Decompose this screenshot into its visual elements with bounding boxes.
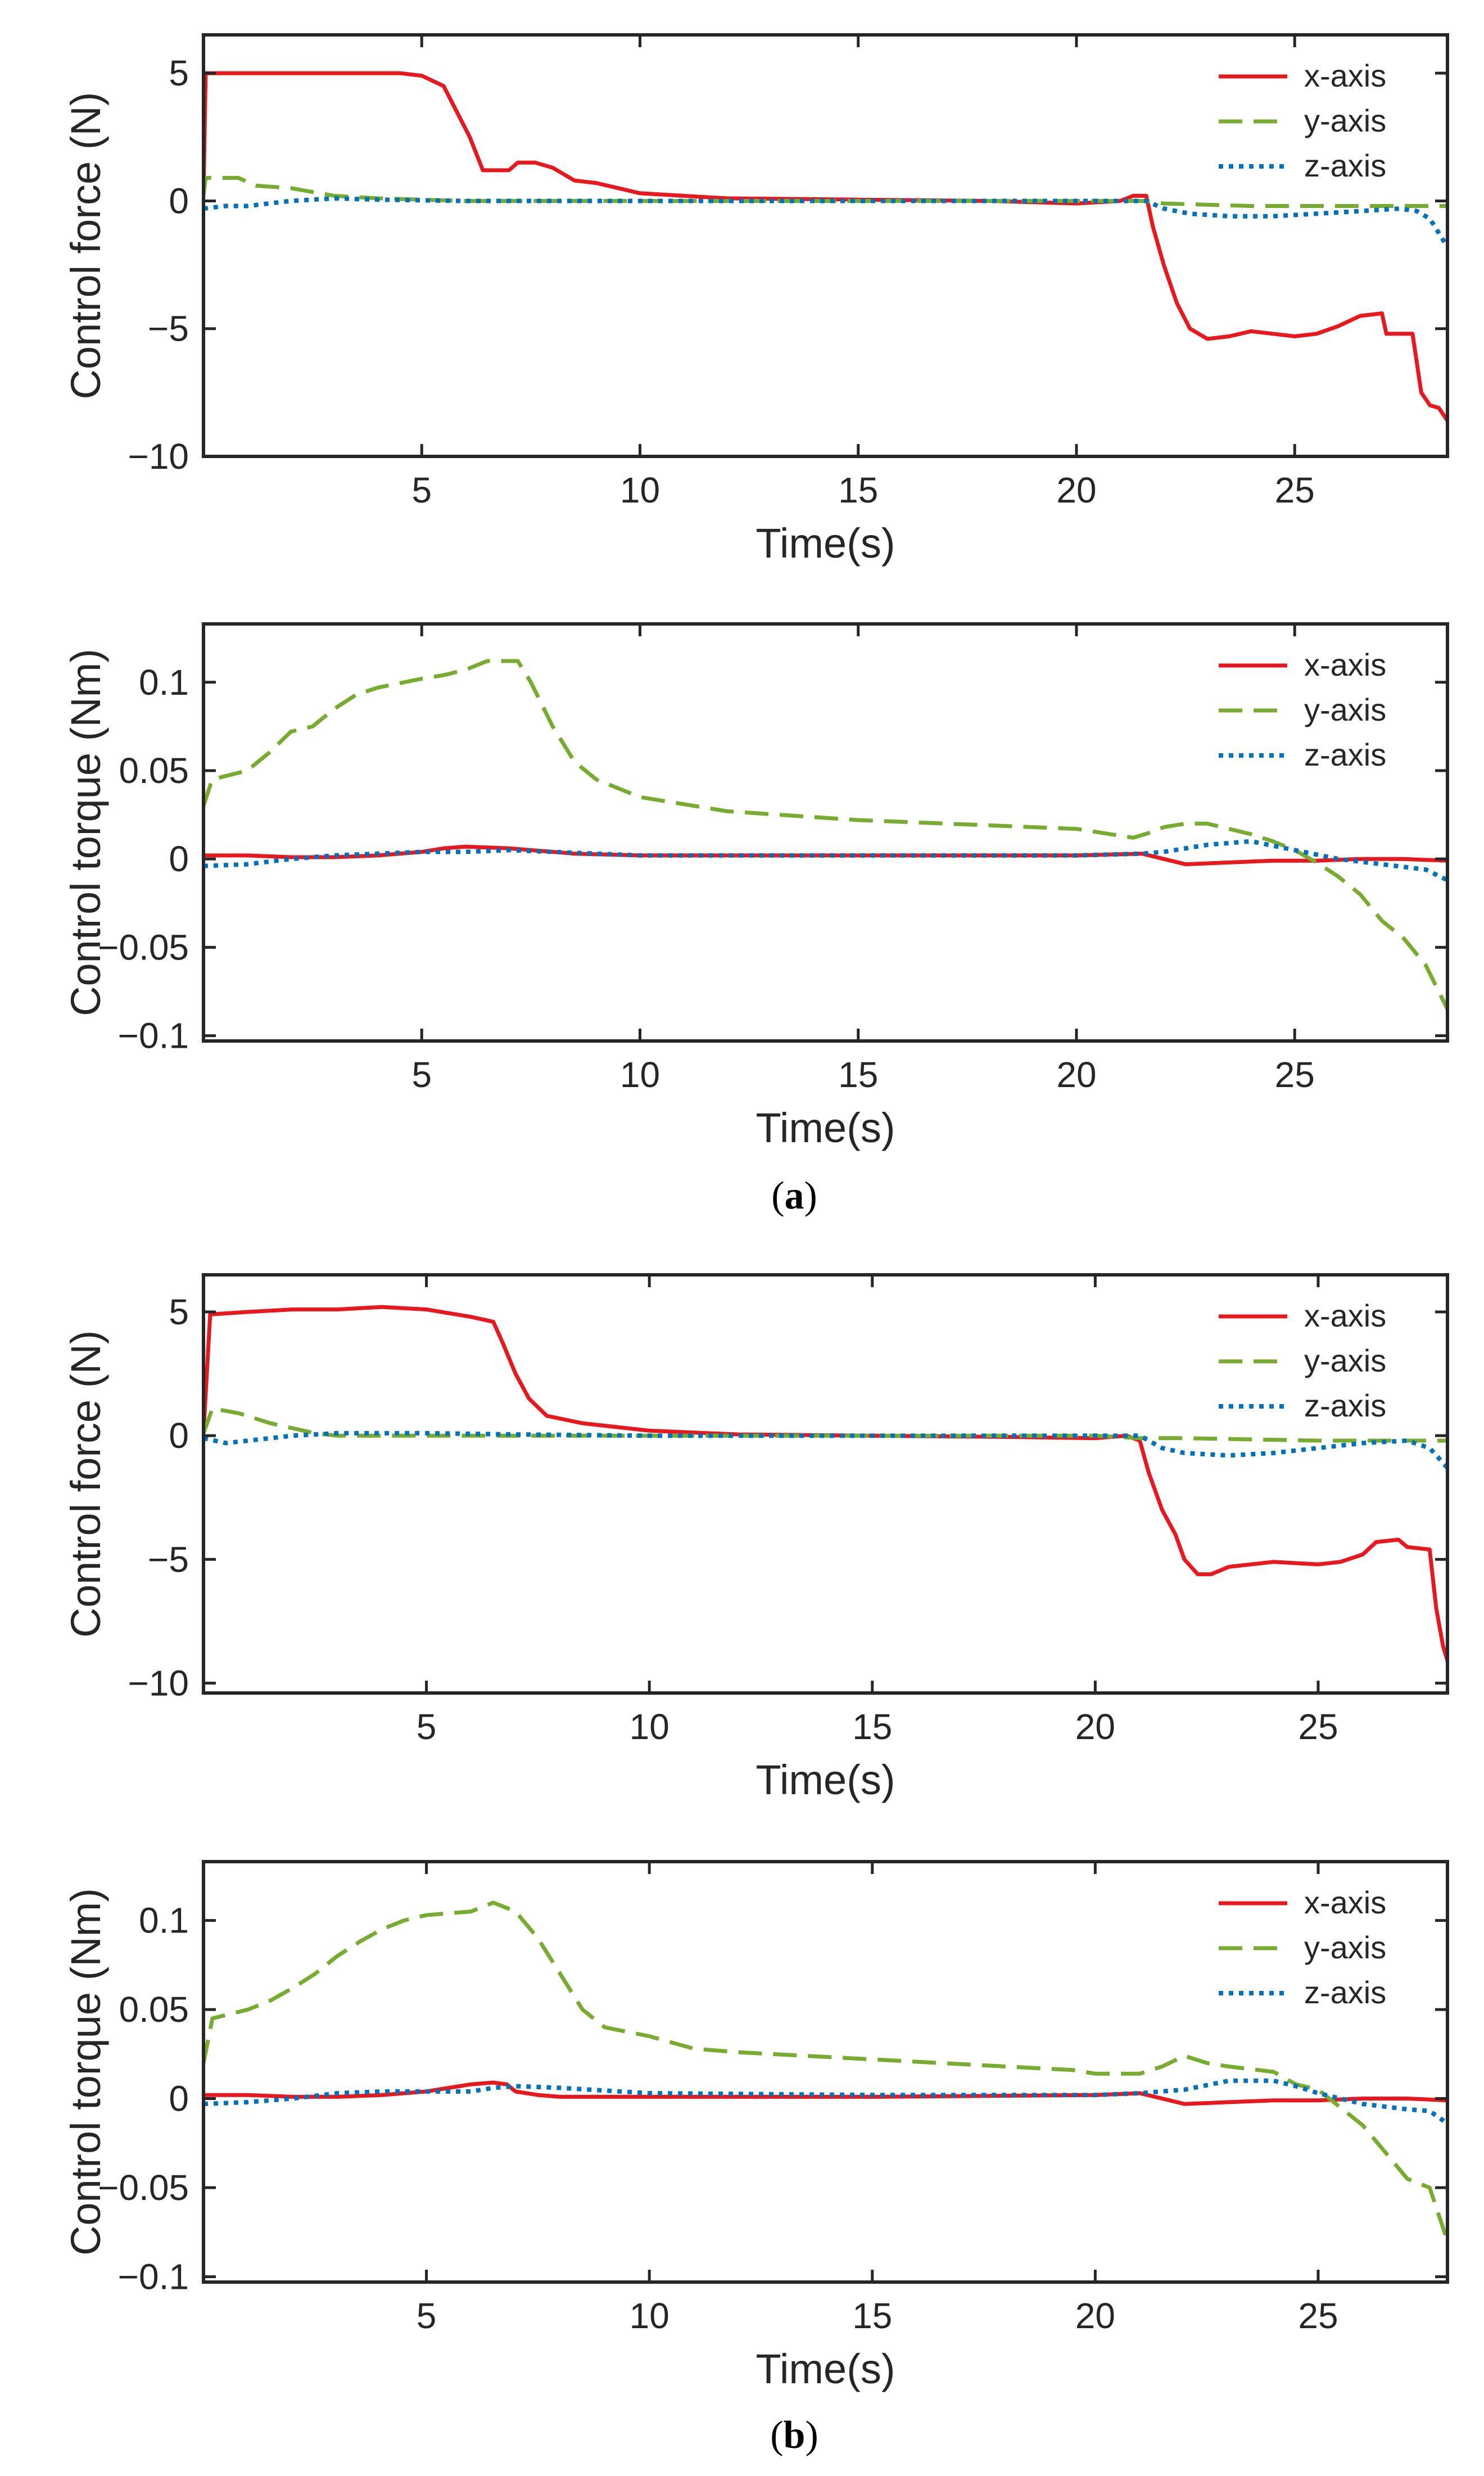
legend: x-axis y-axis z-axis <box>1219 1885 1386 2010</box>
x-tick-label: 15 <box>852 2296 892 2336</box>
y-axis-label: Control force (N) <box>62 92 109 400</box>
x-tick-label: 10 <box>630 1707 669 1747</box>
legend: x-axis y-axis z-axis <box>1219 58 1386 183</box>
y-tick-label: 0.1 <box>139 662 189 703</box>
plot-area <box>203 71 1447 422</box>
chart-force-b: 5 10 15 20 25 5 0 −5 −10 Time(s) Control force (N)… <box>62 1273 1449 1803</box>
x-tick-label: 10 <box>620 1054 660 1095</box>
x-tick-label: 5 <box>411 1054 432 1095</box>
y-axis-label: Control force (N) <box>62 1330 109 1638</box>
y-tick-label: 0 <box>169 839 189 879</box>
chart-torque-b: 5 10 15 20 25 0.1 0.05 0 −0.05 −0.1 Time(s) Control… <box>62 1860 1449 2392</box>
caption-a: (a) <box>771 1174 817 1217</box>
axes-frame <box>202 33 1449 458</box>
series-line-y-axis <box>203 1406 1447 1443</box>
legend: x-axis y-axis z-axis <box>1219 1298 1386 1423</box>
x-tick-label: 25 <box>1275 1054 1315 1095</box>
x-tick-label: 15 <box>838 470 878 510</box>
legend-label-x-axis: x-axis <box>1304 647 1386 682</box>
series-line-z-axis <box>203 2078 1447 2126</box>
y-tick-label: 0.05 <box>119 750 189 791</box>
chart-torque-a: 5 10 15 20 25 0.1 0.05 0 −0.05 −0.1 Time(s) Control… <box>62 622 1449 1151</box>
axes-frame <box>202 1860 1449 2284</box>
x-tick-label: 5 <box>417 1707 437 1747</box>
x-tick-label: 20 <box>1075 1707 1115 1747</box>
y-tick-label: −10 <box>128 436 189 477</box>
x-tick-label: 5 <box>411 470 432 510</box>
y-tick-label: −0.05 <box>98 2167 189 2208</box>
x-tick-label: 25 <box>1298 1707 1338 1747</box>
series-line-y-axis <box>203 659 1447 1010</box>
plot-area <box>203 659 1447 1010</box>
chart-force-a: 5 10 15 20 25 5 0 −5 −10 Time(s) Control force (N)… <box>62 33 1449 567</box>
plot-area <box>203 1305 1447 1662</box>
y-tick-label: −0.05 <box>98 927 189 967</box>
legend-label-x-axis: x-axis <box>1304 1298 1386 1333</box>
y-tick-label: −0.1 <box>118 1016 189 1056</box>
legend-label-z-axis: z-axis <box>1304 737 1386 772</box>
y-tick-label: 0 <box>169 2079 189 2119</box>
legend-label-x-axis: x-axis <box>1304 58 1386 93</box>
y-tick-label: 0 <box>169 1415 189 1456</box>
x-tick-label: 20 <box>1075 2296 1115 2336</box>
x-tick-label: 25 <box>1298 2296 1338 2336</box>
caption-b: (b) <box>770 2414 818 2457</box>
legend-label-y-axis: y-axis <box>1304 1343 1386 1378</box>
legend: x-axis y-axis z-axis <box>1219 647 1386 772</box>
y-axis-label: Control torque (Nm) <box>62 1888 109 2256</box>
y-tick-label: −5 <box>148 309 189 349</box>
series-line-y-axis <box>203 1900 1447 2242</box>
x-tick-label: 5 <box>417 2296 437 2336</box>
x-tick-label: 15 <box>852 1707 892 1747</box>
plot-area <box>203 1900 1447 2242</box>
y-tick-label: 0 <box>169 180 189 221</box>
series-line-z-axis <box>203 839 1447 882</box>
y-tick-label: 5 <box>169 1292 189 1332</box>
y-tick-label: −5 <box>148 1539 189 1579</box>
y-tick-label: 5 <box>169 53 189 93</box>
legend-label-y-axis: y-axis <box>1304 1930 1386 1965</box>
x-tick-label: 10 <box>620 470 660 510</box>
x-axis-label: Time(s) <box>756 2346 895 2392</box>
legend-label-z-axis: z-axis <box>1304 1388 1386 1423</box>
x-axis-label: Time(s) <box>756 520 895 567</box>
y-tick-label: −0.1 <box>118 2256 189 2297</box>
axes-frame <box>202 622 1449 1043</box>
series-line-z-axis <box>203 196 1447 248</box>
x-tick-label: 25 <box>1275 470 1315 510</box>
series-line-x-axis <box>203 2080 1447 2106</box>
x-axis-label: Time(s) <box>756 1757 895 1803</box>
x-tick-label: 15 <box>838 1054 878 1095</box>
x-tick-label: 20 <box>1056 470 1096 510</box>
y-tick-label: 0.05 <box>119 1989 189 2030</box>
x-axis-label: Time(s) <box>756 1105 895 1151</box>
y-axis-label: Control torque (Nm) <box>62 649 109 1016</box>
legend-label-z-axis: z-axis <box>1304 148 1386 183</box>
legend-label-y-axis: y-axis <box>1304 103 1386 138</box>
axes-frame <box>202 1273 1449 1695</box>
x-tick-label: 10 <box>630 2296 669 2336</box>
legend-label-y-axis: y-axis <box>1304 692 1386 727</box>
x-tick-label: 20 <box>1056 1054 1096 1095</box>
series-line-z-axis <box>203 1431 1447 1470</box>
legend-label-z-axis: z-axis <box>1304 1975 1386 2010</box>
y-tick-label: 0.1 <box>139 1900 189 1941</box>
legend-label-x-axis: x-axis <box>1304 1885 1386 1920</box>
y-tick-label: −10 <box>128 1663 189 1703</box>
